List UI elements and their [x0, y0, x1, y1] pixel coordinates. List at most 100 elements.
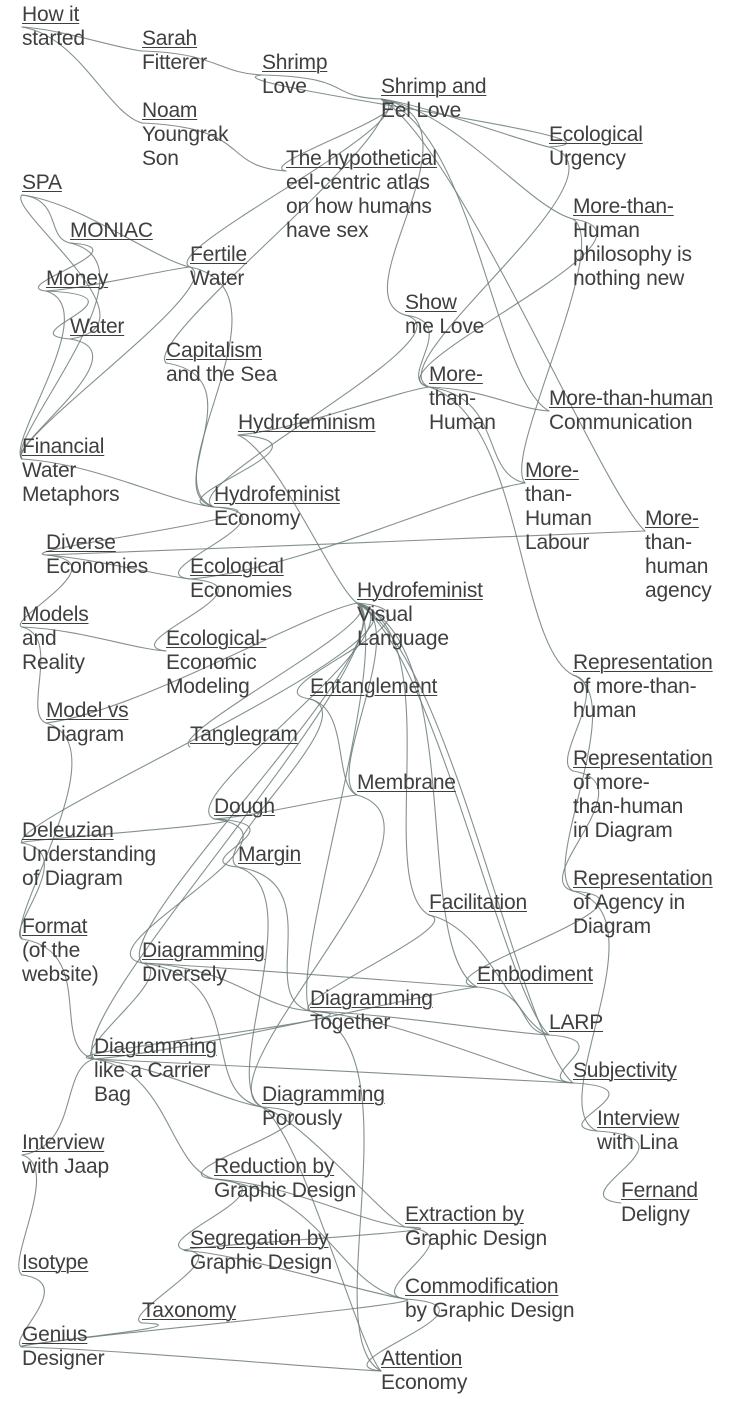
link-how-it-started-sarah-fitterer — [21, 26, 143, 52]
link-shrimp-and-eel-love-show-me-love — [380, 98, 424, 316]
link-facilitation-diagramming-together — [307, 914, 436, 1012]
link-ecological-urgency-more-than-human — [420, 146, 570, 388]
node-representation-mth-diagram[interactable]: Representation of more-than-human in Diagr… — [573, 747, 713, 842]
node-commodification-graphic[interactable]: Commodification by Graphic Design — [405, 1275, 575, 1322]
link-moniac-financial-water — [20, 242, 101, 460]
node-hydrofeminist-visual[interactable]: Hydrofeminist Visual Language — [357, 579, 483, 650]
link-diagramming-carrier-bag-diagramming-porously — [93, 1058, 263, 1108]
node-embodiment[interactable]: Embodiment — [477, 963, 593, 986]
link-hydrofeminist-visual-facilitation — [356, 602, 430, 916]
node-eco-economic-modeling[interactable]: Ecological- Economic Modeling — [166, 627, 267, 698]
link-hydrofeminism-more-than-human — [237, 386, 430, 436]
link-diagramming-together-attention-economy — [309, 1010, 382, 1372]
link-hydrofeminism-hydrofeminist-economy — [199, 434, 273, 508]
node-models-reality[interactable]: Models and Reality — [22, 603, 89, 674]
link-diagramming-diversely-diagramming-together — [141, 962, 311, 1012]
link-representation-mth-representation-agency — [564, 674, 593, 892]
node-financial-water[interactable]: Financial Water Metaphors — [22, 435, 120, 506]
node-format-website[interactable]: Format (of the website) — [22, 915, 99, 986]
node-money[interactable]: Money — [46, 267, 109, 290]
node-fertile-water[interactable]: Fertile Water — [190, 243, 247, 290]
node-eel-centric-atlas[interactable]: The hypothetical eel-centric atlas on how … — [286, 147, 437, 242]
link-spa-moniac — [21, 194, 71, 244]
node-taxonomy[interactable]: Taxonomy — [142, 1299, 237, 1322]
node-noam-youngrak-son[interactable]: Noam Youngrak Son — [142, 99, 229, 170]
node-diverse-economies[interactable]: Diverse Economies — [46, 531, 149, 578]
node-fernand-deligny[interactable]: Fernand Deligny — [621, 1179, 698, 1226]
link-diagramming-porously-attention-economy — [261, 1106, 382, 1372]
link-hydrofeminist-economy-diverse-economies — [42, 506, 239, 556]
link-segregation-graphic-commodification-graphic — [189, 1250, 406, 1300]
link-spa-fertile-water — [21, 194, 191, 268]
link-hydrofeminist-visual-entanglement — [296, 602, 390, 700]
link-diagramming-diversely-diagramming-carrier-bag — [90, 962, 152, 1060]
link-dough-margin — [213, 818, 251, 868]
link-hydrofeminist-visual-tanglegram — [187, 602, 362, 748]
node-hydrofeminism[interactable]: Hydrofeminism — [238, 411, 376, 434]
node-shrimp-and-eel-love[interactable]: Shrimp and Eel Love — [381, 75, 487, 122]
node-representation-agency[interactable]: Representation of Agency in Diagram — [573, 867, 713, 938]
node-how-it-started[interactable]: How it started — [22, 3, 85, 50]
link-diagramming-carrier-bag-subjectivity — [93, 1058, 574, 1084]
node-diagramming-diversely[interactable]: Diagramming Diversely — [142, 939, 265, 986]
node-tanglegram[interactable]: Tanglegram — [190, 723, 298, 746]
node-dough[interactable]: Dough — [214, 795, 275, 818]
link-diverse-economies-ecological-economies — [45, 554, 191, 580]
node-hydrofeminist-economy[interactable]: Hydrofeminist Economy — [214, 483, 340, 530]
node-shrimp-love[interactable]: Shrimp Love — [262, 51, 328, 98]
node-diagramming-together[interactable]: Diagramming Together — [310, 987, 433, 1034]
link-diverse-economies-models-reality — [19, 554, 73, 628]
node-mth-philosophy[interactable]: More-than- Human philosophy is nothing new — [573, 195, 692, 290]
link-diagramming-porously-reduction-graphic — [200, 1106, 295, 1180]
link-extraction-graphic-commodification-graphic — [393, 1226, 432, 1300]
link-diagramming-carrier-bag-reduction-graphic — [93, 1058, 215, 1180]
node-interview-lina[interactable]: Interview with Lina — [597, 1107, 680, 1154]
node-mth-labour[interactable]: More-than- Human Labour — [525, 459, 592, 554]
link-fertile-water-financial-water — [20, 266, 195, 460]
node-interview-jaap[interactable]: Interview with Jaap — [22, 1131, 109, 1178]
node-genius-designer[interactable]: Genius Designer — [22, 1323, 105, 1370]
link-larp-subjectivity — [548, 1034, 580, 1084]
node-isotype[interactable]: Isotype — [22, 1251, 89, 1274]
link-shrimp-and-eel-love-mth-communication — [380, 98, 550, 412]
link-money-fertile-water — [45, 266, 191, 292]
node-mth-agency[interactable]: More-than-human agency — [645, 507, 712, 602]
node-sarah-fitterer[interactable]: Sarah Fitterer — [142, 27, 207, 74]
link-diagramming-porously-extraction-graphic — [261, 1106, 406, 1228]
link-diagramming-together-subjectivity — [309, 1010, 574, 1084]
node-margin[interactable]: Margin — [238, 843, 301, 866]
link-diagramming-together-larp — [309, 1010, 550, 1036]
link-margin-diagramming-together — [237, 866, 311, 1012]
node-extraction-graphic[interactable]: Extraction by Graphic Design — [405, 1203, 547, 1250]
node-larp[interactable]: LARP — [549, 1011, 604, 1034]
node-segregation-graphic[interactable]: Segregation by Graphic Design — [190, 1227, 332, 1274]
link-water-spa — [20, 194, 101, 340]
link-shrimp-and-eel-love-capitalism-sea — [164, 98, 386, 364]
node-representation-mth[interactable]: Representation of more-than-human — [573, 651, 713, 722]
node-membrane[interactable]: Membrane — [357, 771, 456, 794]
node-ecological-urgency[interactable]: Ecological Urgency — [549, 123, 643, 170]
node-model-vs-diagram[interactable]: Model vs Diagram — [46, 699, 129, 746]
link-ecological-economies-eco-economic-modeling — [154, 578, 219, 652]
node-attention-economy[interactable]: Attention Economy — [381, 1347, 468, 1394]
node-diagramming-carrier-bag[interactable]: Diagramming like a Carrier Bag — [94, 1035, 217, 1106]
node-reduction-graphic[interactable]: Reduction by Graphic Design — [214, 1155, 356, 1202]
link-diagramming-diversely-embodiment — [141, 962, 478, 988]
link-capitalism-sea-hydrofeminist-economy — [165, 362, 215, 508]
node-diagramming-porously[interactable]: Diagramming Porously — [262, 1083, 385, 1130]
node-deleuzian[interactable]: Deleuzian Understanding of Diagram — [22, 819, 156, 890]
node-capitalism-sea[interactable]: Capitalism and the Sea — [166, 339, 278, 386]
node-subjectivity[interactable]: Subjectivity — [573, 1059, 677, 1082]
node-entanglement[interactable]: Entanglement — [310, 675, 438, 698]
node-water[interactable]: Water — [70, 315, 125, 338]
link-segregation-graphic-taxonomy — [138, 1250, 200, 1324]
node-mth-communication[interactable]: More-than-human Communication — [549, 387, 713, 434]
link-interview-jaap-isotype — [18, 1154, 38, 1276]
node-facilitation[interactable]: Facilitation — [429, 891, 527, 914]
node-more-than-human[interactable]: More-than- Human — [429, 363, 496, 434]
node-spa[interactable]: SPA — [22, 171, 62, 194]
node-show-me-love[interactable]: Show me Love — [405, 291, 485, 338]
node-moniac[interactable]: MONIAC — [70, 219, 153, 242]
node-ecological-economies[interactable]: Ecological Economies — [190, 555, 293, 602]
link-genius-designer-attention-economy — [21, 1346, 382, 1372]
